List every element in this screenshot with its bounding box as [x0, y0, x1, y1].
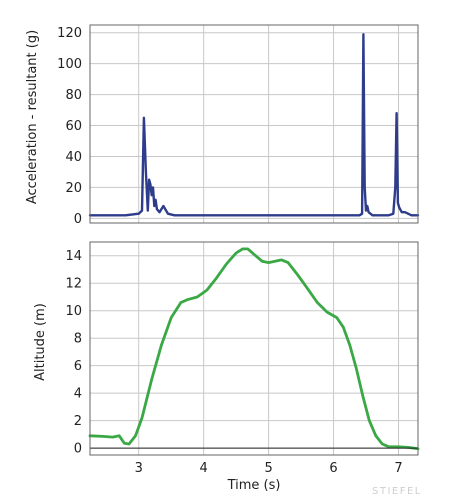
bottom-y-tick-label: 12: [65, 277, 82, 292]
x-tick-label: 4: [200, 461, 208, 476]
top-y-tick-label: 100: [57, 57, 82, 72]
top-panel: 0 20 40 60 80 100 120: [57, 24, 420, 227]
bottom-y-tick-label: 2: [74, 414, 82, 429]
top-y-tick-label: 120: [57, 26, 82, 41]
top-y-tick-label: 80: [65, 88, 82, 103]
x-tick-label: 6: [329, 461, 337, 476]
bottom-y-tick-label: 10: [65, 304, 82, 319]
bottom-y-tick-label: 4: [74, 387, 82, 402]
x-axis-label: Time (s): [227, 478, 281, 493]
top-y-tick-label: 60: [65, 119, 82, 134]
top-series-0-line: [88, 33, 420, 217]
bottom-plot-frame: [89, 241, 419, 456]
top-y-tick-label: 20: [65, 181, 82, 196]
top-y-axis-label: Acceleration - resultant (g): [25, 30, 40, 204]
bottom-y-axis-label: Altitude (m): [33, 303, 48, 381]
bottom-panel: 3 4 5 6 7 0 2 4 6 8 10 12 14: [65, 241, 420, 476]
bottom-y-tick-label: 0: [74, 442, 82, 457]
bottom-y-tick-label: 6: [74, 359, 82, 374]
x-tick-label: 5: [264, 461, 272, 476]
bottom-y-tick-label: 14: [65, 249, 82, 264]
top-plot-frame: [89, 24, 419, 224]
watermark: STIEFEL: [372, 486, 422, 497]
top-y-tick-label: 0: [74, 212, 82, 227]
bottom-series-0-line: [88, 247, 420, 451]
x-tick-label: 3: [135, 461, 143, 476]
bottom-y-tick-label: 8: [74, 332, 82, 347]
x-tick-label: 7: [394, 461, 402, 476]
top-y-tick-label: 40: [65, 150, 82, 165]
